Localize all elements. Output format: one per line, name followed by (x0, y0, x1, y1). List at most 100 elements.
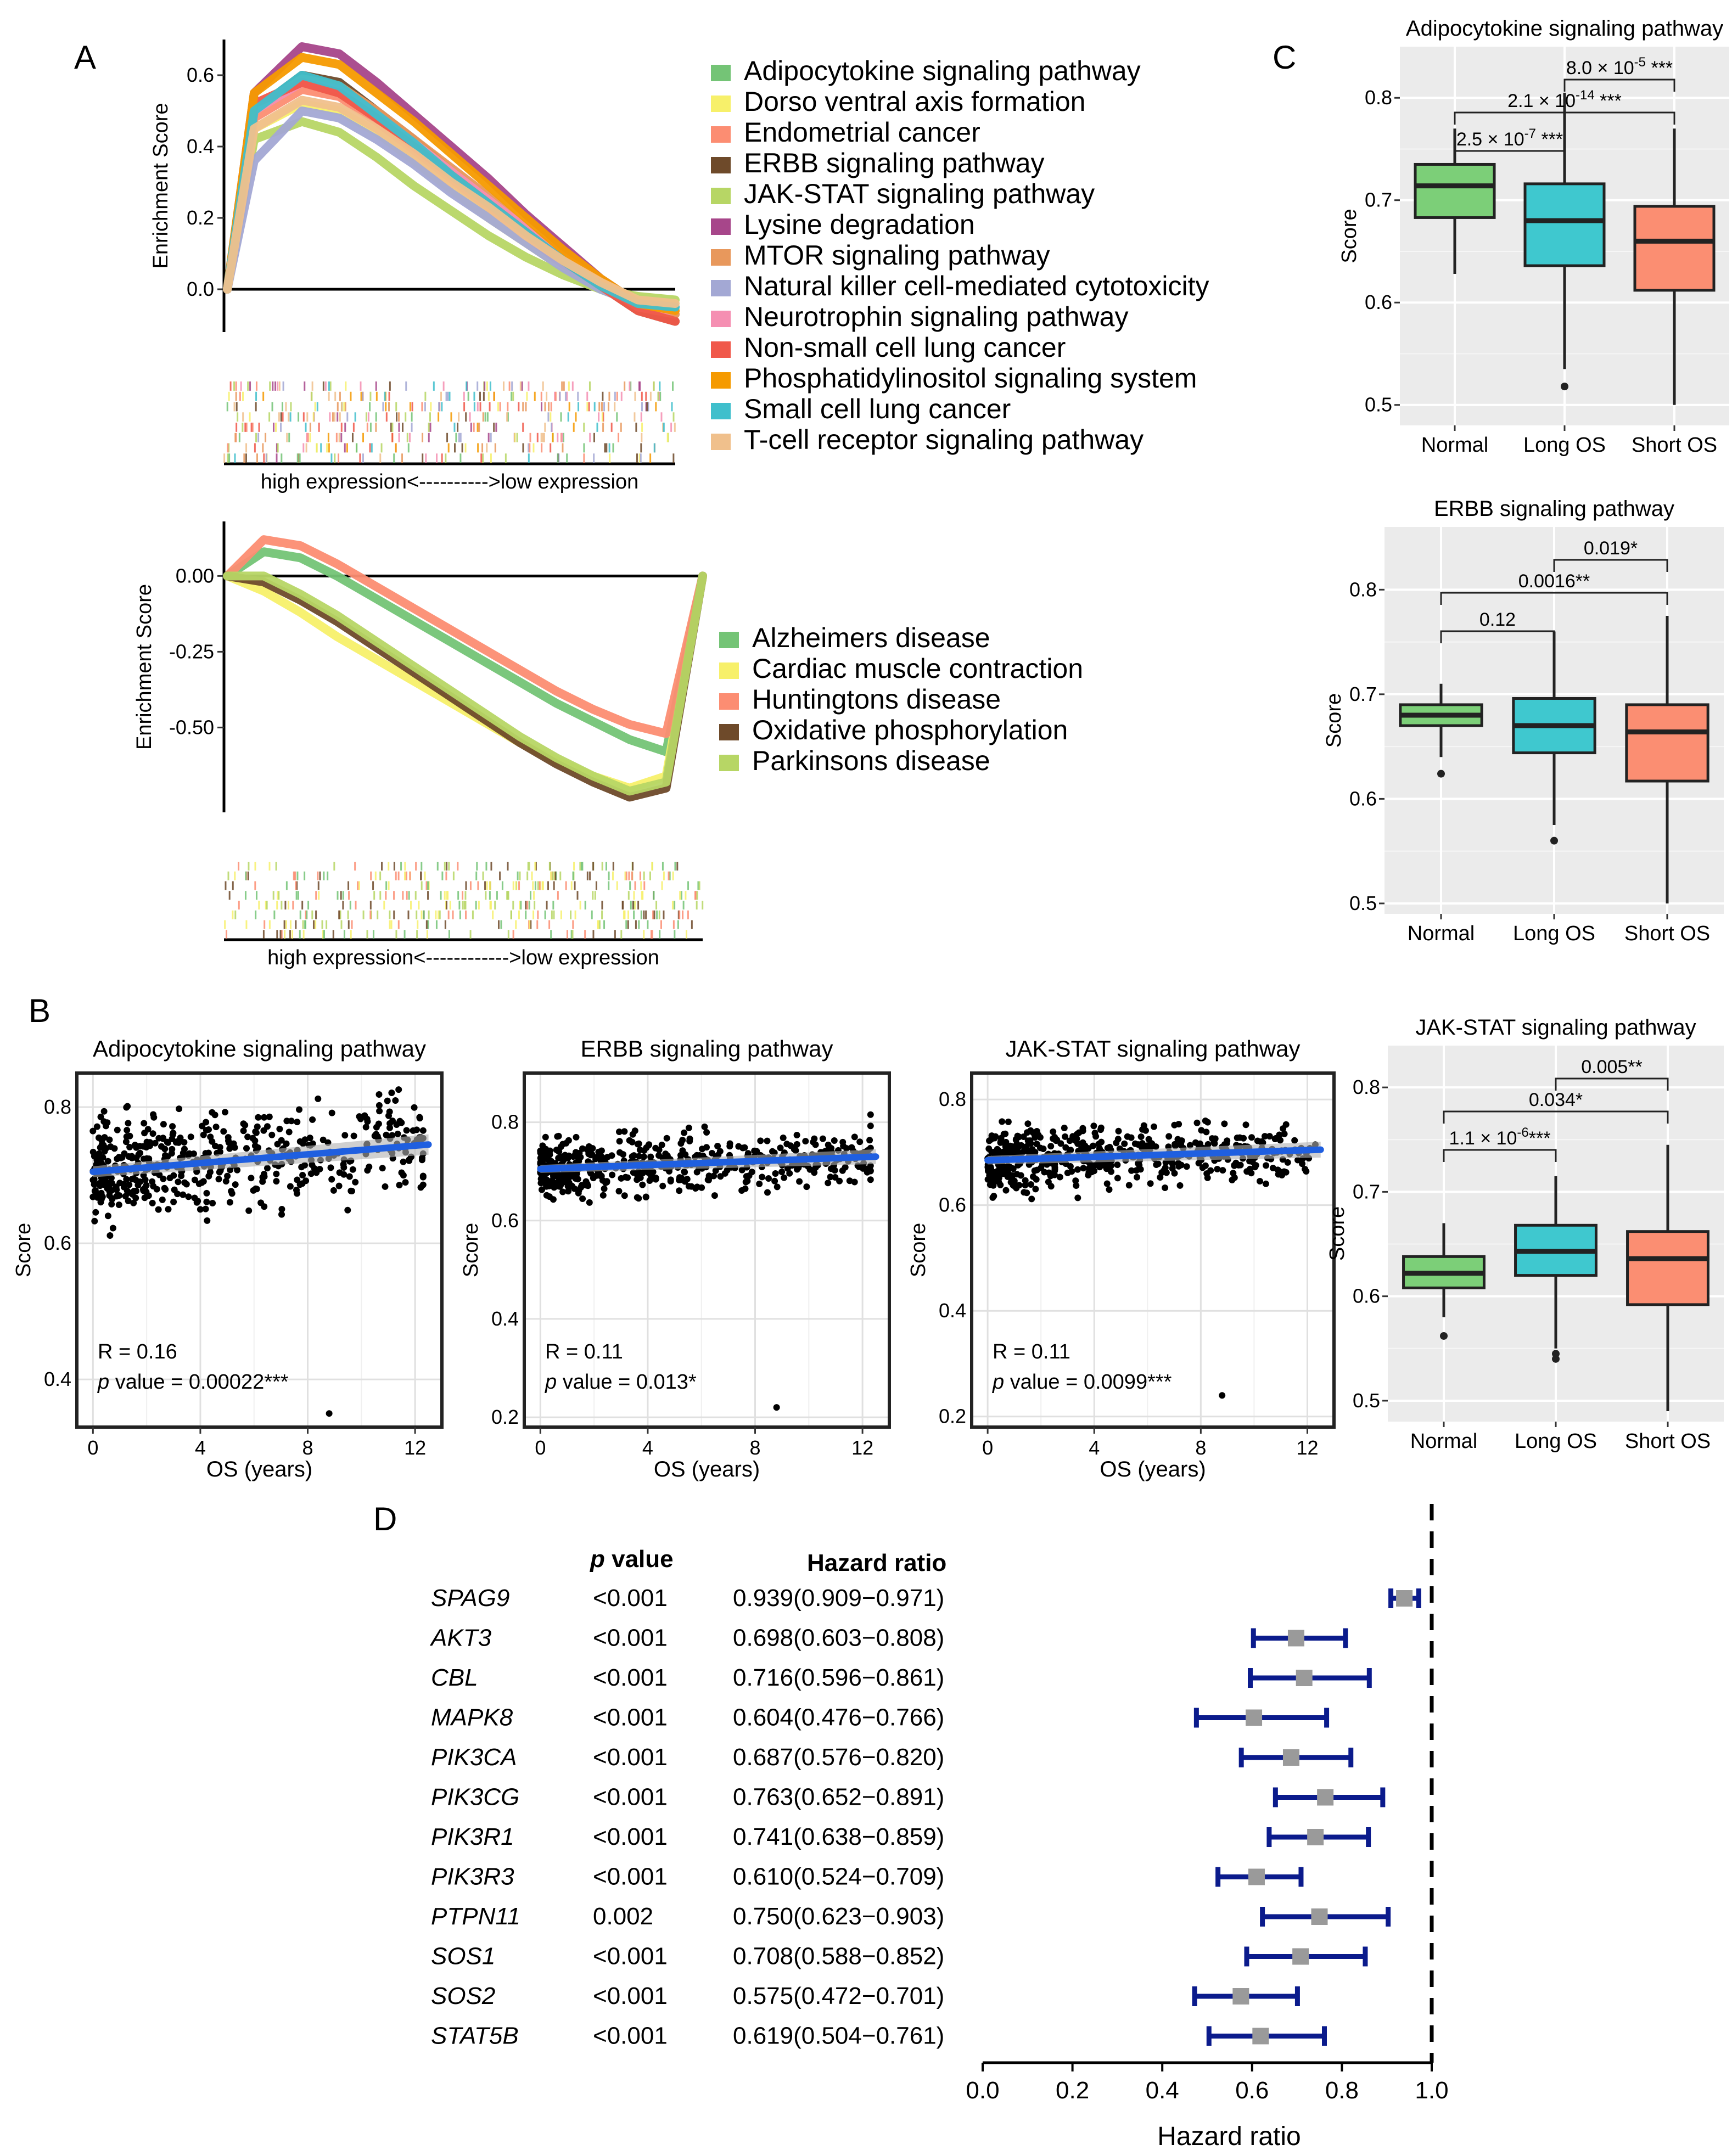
data-point (1140, 1122, 1147, 1129)
data-point (320, 1136, 327, 1143)
data-point (985, 1145, 993, 1152)
y-tick-label: 0.7 (1349, 683, 1377, 705)
significance-label: 0.12 (1479, 609, 1516, 630)
data-point (255, 1114, 262, 1121)
x-axis-title: high expression<------------>low express… (267, 946, 659, 969)
data-point (375, 1102, 383, 1109)
legend-key-8 (711, 311, 731, 327)
data-point (1079, 1125, 1086, 1132)
data-point (362, 1124, 369, 1131)
data-point (556, 1148, 563, 1155)
data-point (1091, 1130, 1098, 1137)
legend-label-0: Alzheimers disease (752, 622, 990, 653)
data-point (1248, 1134, 1255, 1141)
legend-key-6 (711, 249, 731, 266)
data-point (1186, 1142, 1193, 1149)
data-point (1022, 1177, 1029, 1184)
boxplot-erbb: ERBB signaling pathway 0.120.0016** 0.019*… (1322, 497, 1724, 945)
annotation-r: R = 0.11 (545, 1340, 623, 1363)
data-point (254, 1123, 261, 1130)
data-point (1033, 1128, 1040, 1135)
data-point (997, 1139, 1004, 1146)
data-point (663, 1135, 670, 1142)
data-point (1010, 1182, 1017, 1189)
data-point (386, 1120, 394, 1127)
significance-bracket (1440, 592, 1668, 605)
data-point (185, 1193, 192, 1200)
significance-label: 0.034* (1529, 1090, 1583, 1110)
y-axis-title: Enrichment Score (133, 584, 156, 750)
legend-label-10: Phosphatidylinositol signaling system (744, 363, 1197, 394)
data-point (1016, 1182, 1023, 1189)
data-point (555, 1155, 562, 1161)
data-point (123, 1104, 130, 1111)
data-point (398, 1169, 405, 1176)
data-point (1230, 1170, 1237, 1177)
data-point (309, 1161, 316, 1169)
y-axis-title: Score (1326, 1206, 1349, 1261)
data-point (986, 1137, 993, 1144)
significance-label: 1.1 × 10-6*** (1449, 1125, 1551, 1149)
data-point (91, 1187, 98, 1194)
data-point (268, 1131, 276, 1138)
data-point (636, 1147, 643, 1153)
legend-key-0 (719, 632, 739, 648)
hr-cell: 0.604(0.476−0.766) (733, 1704, 944, 1731)
data-point (831, 1137, 838, 1144)
legend-label-8: Neurotrophin signaling pathway (744, 301, 1128, 332)
data-point (565, 1172, 573, 1180)
data-point (140, 1187, 147, 1194)
data-point (608, 1152, 615, 1159)
data-point (242, 1121, 249, 1128)
panel-label-b: B (29, 992, 51, 1029)
data-point (846, 1177, 853, 1184)
annotation-p: p value = 0.0099*** (992, 1371, 1172, 1394)
data-point (1032, 1186, 1039, 1193)
data-point (158, 1143, 165, 1150)
data-point (243, 1145, 250, 1152)
data-point (296, 1106, 302, 1113)
data-point (194, 1198, 201, 1205)
data-point (620, 1151, 626, 1158)
data-point (1269, 1165, 1276, 1171)
data-point (130, 1199, 137, 1206)
data-point (159, 1196, 166, 1203)
data-point (1074, 1140, 1081, 1147)
data-point (161, 1184, 168, 1192)
p-italic: p (97, 1371, 109, 1394)
data-point (1138, 1143, 1145, 1150)
data-point (97, 1144, 104, 1151)
significance-bracket (1553, 559, 1668, 572)
box-short-os (1633, 205, 1716, 292)
data-point (336, 1169, 343, 1176)
data-point (586, 1199, 593, 1206)
data-point (681, 1178, 688, 1185)
legend-key-7 (711, 280, 731, 296)
data-point (681, 1129, 688, 1136)
data-point (1151, 1123, 1157, 1130)
data-point (1147, 1180, 1154, 1187)
data-point (1090, 1122, 1097, 1130)
data-point (149, 1178, 156, 1185)
data-point (1280, 1125, 1287, 1132)
data-point (209, 1109, 216, 1116)
legend-key-1 (711, 96, 731, 112)
data-point (1162, 1184, 1169, 1191)
data-point (796, 1178, 803, 1185)
hr-cell: 0.619(0.504−0.761) (733, 2023, 944, 2050)
data-point (181, 1146, 188, 1153)
chart-title: Adipocytokine signaling pathway (93, 1036, 426, 1062)
data-point (170, 1198, 177, 1205)
hr-cell: 0.687(0.576−0.820) (733, 1744, 944, 1771)
data-point (1099, 1161, 1106, 1168)
data-point (114, 1126, 121, 1133)
data-point (125, 1189, 132, 1196)
data-point (773, 1183, 781, 1191)
data-point (1223, 1140, 1230, 1147)
data-point (1023, 1189, 1030, 1197)
data-point (1027, 1137, 1034, 1144)
data-point (346, 1173, 353, 1180)
data-point (285, 1128, 293, 1136)
data-point (635, 1140, 642, 1147)
data-point (1257, 1178, 1263, 1184)
